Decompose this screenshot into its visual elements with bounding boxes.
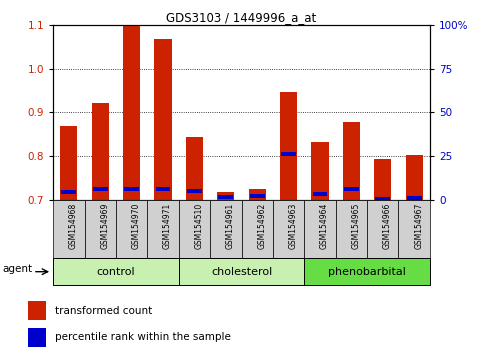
- Bar: [343, 122, 360, 200]
- Text: GSM154970: GSM154970: [131, 203, 141, 249]
- FancyBboxPatch shape: [304, 258, 430, 285]
- Bar: [28, 328, 46, 347]
- Bar: [344, 187, 359, 190]
- Text: GSM154971: GSM154971: [163, 203, 172, 249]
- Bar: [123, 25, 140, 200]
- Bar: [218, 195, 233, 199]
- FancyBboxPatch shape: [367, 200, 398, 258]
- FancyBboxPatch shape: [242, 200, 273, 258]
- FancyBboxPatch shape: [85, 200, 116, 258]
- Bar: [28, 301, 46, 320]
- Text: control: control: [97, 267, 135, 277]
- Bar: [407, 196, 422, 200]
- Text: cholesterol: cholesterol: [211, 267, 272, 277]
- Bar: [313, 192, 327, 196]
- Bar: [156, 187, 170, 190]
- Text: GSM154966: GSM154966: [383, 203, 392, 249]
- FancyBboxPatch shape: [336, 200, 367, 258]
- Bar: [406, 155, 423, 200]
- FancyBboxPatch shape: [116, 200, 147, 258]
- FancyBboxPatch shape: [179, 258, 304, 285]
- Text: percentile rank within the sample: percentile rank within the sample: [56, 332, 231, 342]
- Bar: [250, 194, 265, 198]
- Bar: [124, 187, 139, 190]
- Bar: [92, 103, 109, 200]
- Text: GSM154969: GSM154969: [100, 203, 109, 249]
- Text: agent: agent: [3, 264, 33, 274]
- Bar: [249, 189, 266, 200]
- Text: phenobarbital: phenobarbital: [328, 267, 406, 277]
- FancyBboxPatch shape: [210, 200, 242, 258]
- Text: GSM154963: GSM154963: [289, 203, 298, 249]
- Title: GDS3103 / 1449996_a_at: GDS3103 / 1449996_a_at: [166, 11, 317, 24]
- Text: GSM154968: GSM154968: [69, 203, 78, 249]
- Bar: [155, 39, 171, 200]
- Text: GSM154961: GSM154961: [226, 203, 235, 249]
- FancyBboxPatch shape: [273, 200, 304, 258]
- Text: GSM154964: GSM154964: [320, 203, 329, 249]
- FancyBboxPatch shape: [147, 200, 179, 258]
- FancyBboxPatch shape: [304, 200, 336, 258]
- Bar: [375, 197, 390, 201]
- Text: transformed count: transformed count: [56, 306, 153, 316]
- Bar: [280, 92, 297, 200]
- Bar: [187, 189, 202, 193]
- Text: GSM154510: GSM154510: [194, 203, 203, 249]
- Bar: [186, 137, 203, 200]
- FancyBboxPatch shape: [53, 258, 179, 285]
- Bar: [93, 187, 108, 190]
- FancyBboxPatch shape: [398, 200, 430, 258]
- Text: GSM154965: GSM154965: [352, 203, 360, 249]
- Bar: [60, 126, 77, 200]
- Bar: [312, 142, 328, 200]
- Bar: [281, 152, 296, 155]
- Text: GSM154967: GSM154967: [414, 203, 423, 249]
- Text: GSM154962: GSM154962: [257, 203, 266, 249]
- Bar: [217, 192, 234, 200]
- Bar: [61, 190, 76, 194]
- FancyBboxPatch shape: [179, 200, 210, 258]
- Bar: [374, 159, 391, 200]
- FancyBboxPatch shape: [53, 200, 85, 258]
